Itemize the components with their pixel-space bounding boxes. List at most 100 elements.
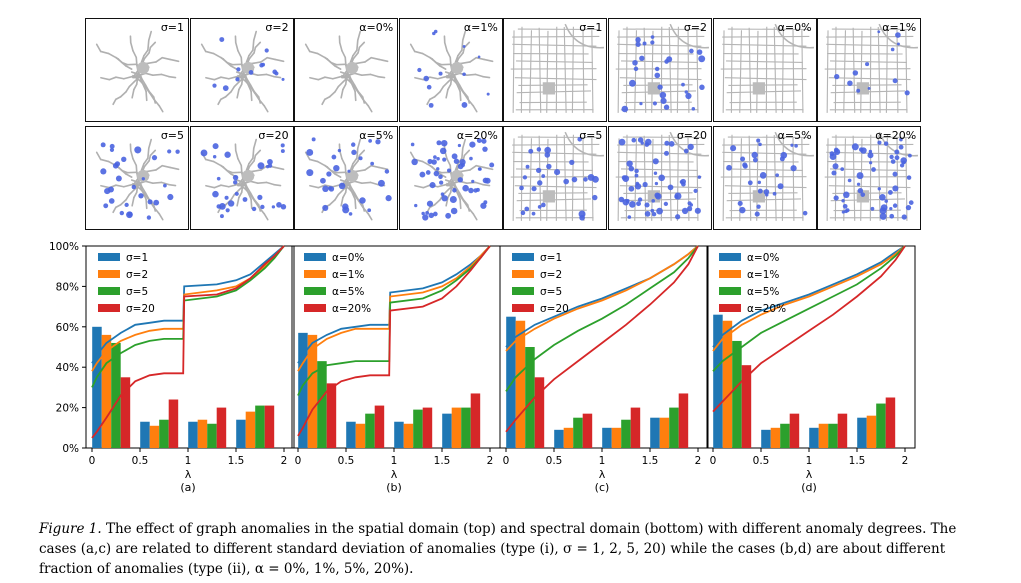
chart-panel-1: 0 0.5 1 1.5 2 λ(b) α=0% α=1% α=5% α=20% [291,245,501,494]
graph-render-graph1 [305,137,392,221]
legend-swatch [512,304,534,312]
bar [307,334,318,448]
chart-panel-0: 0 0.5 1 1.5 2 λ(a) 0% 20% 40% 60% 80% 100% σ=1 σ=2 σ=5… [49,241,295,494]
bar [394,421,404,448]
bar [355,423,366,448]
legend-swatch [98,287,120,295]
legend-label: σ=5 [540,286,562,298]
anomaly-thumbnail: σ=20 [608,126,712,230]
cumulative-line [297,245,491,396]
cumulative-line [297,245,491,437]
anomaly-thumbnail: α=1% [817,18,922,122]
bar [563,427,574,448]
x-axis-label: λ [391,468,398,481]
legend-swatch [719,270,741,278]
graph-render-graph1 [409,138,494,221]
bar [515,320,526,448]
legend-label: α=0% [747,252,779,264]
x-tick-label: 2 [281,455,288,467]
legend-label: σ=2 [126,269,148,281]
bar [101,334,112,448]
thumbnail-label: σ=1 [160,21,184,34]
bar [866,415,877,448]
cumulative-line [712,245,906,372]
cumulative-line [297,245,491,372]
legend-label: σ=1 [126,252,148,264]
bar [216,407,227,448]
bar [876,403,886,448]
thumbnail-label: α=20% [456,129,498,142]
graph-render-graph2 [511,131,605,221]
panel-label: (a) [180,481,195,494]
x-tick-label: 0.5 [753,455,770,467]
y-tick-label: 60% [56,322,79,334]
bar [298,332,308,448]
bar [255,405,265,448]
legend-swatch [512,253,534,261]
x-tick-label: 0 [710,455,717,467]
cumulative-line [297,245,491,364]
bar [207,423,217,448]
bar [722,320,733,448]
legend-label: α=1% [747,269,779,281]
thumbnail-label: σ=1 [579,21,603,34]
thumbnail-label: σ=2 [265,21,289,34]
bar [159,419,169,448]
anomaly-thumbnail: σ=2 [608,18,712,122]
thumbnail-label: σ=20 [676,129,707,142]
graph-render-graph1 [200,30,285,113]
thumbnail-label: α=1% [882,21,917,34]
legend-swatch [304,304,326,312]
bar [650,417,660,448]
anomaly-thumbnail: σ=1 [503,18,608,122]
bar [264,405,275,448]
legend-label: α=5% [747,286,779,298]
bar [140,421,150,448]
x-tick-label: 1 [185,455,192,467]
anomaly-thumbnail: α=20% [398,126,503,230]
legend-label: α=20% [332,303,371,315]
bar [611,427,622,448]
graph-render-graph2 [720,131,814,221]
x-tick-label: 1 [391,455,398,467]
caption-text: The effect of graph anomalies in the spa… [39,521,957,577]
graph-render-graph2 [720,23,814,113]
thumbnail-label: σ=2 [683,21,707,34]
x-tick-label: 1.5 [849,455,866,467]
legend-swatch [512,270,534,278]
thumbnail-label: σ=20 [258,129,289,142]
cumulative-line [91,245,285,439]
legend-swatch [304,287,326,295]
anomaly-thumbnail: σ=5 [85,126,189,230]
bar [197,419,208,448]
legend-swatch [719,287,741,295]
anomaly-thumbnail: α=1% [398,18,503,122]
cumulative-line [91,245,285,388]
bar [621,419,631,448]
legend-swatch [719,253,741,261]
bar [857,417,867,448]
x-tick-label: 1 [806,455,813,467]
legend-swatch [512,287,534,295]
bar [413,409,423,448]
bar [818,423,829,448]
legend-swatch [304,270,326,278]
legend-swatch [304,253,326,261]
legend-label: α=0% [332,252,364,264]
legend-label: α=20% [747,303,786,315]
bar [789,413,800,448]
bar [374,405,385,448]
x-tick-label: 0.5 [338,455,355,467]
x-tick-label: 2 [487,455,494,467]
legend-label: σ=5 [126,286,148,298]
y-tick-label: 100% [49,241,79,253]
anomaly-thumbnail: α=0% [712,18,817,122]
bar [678,393,689,448]
bar [317,361,327,448]
bar [442,413,452,448]
cumulative-line [91,245,285,364]
thumbnail-label: α=20% [875,129,917,142]
x-tick-label: 0 [89,455,96,467]
bar [659,417,670,448]
bar [111,342,121,448]
